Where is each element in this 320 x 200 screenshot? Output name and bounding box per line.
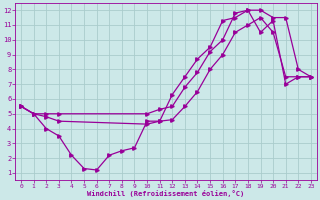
X-axis label: Windchill (Refroidissement éolien,°C): Windchill (Refroidissement éolien,°C) <box>87 190 244 197</box>
